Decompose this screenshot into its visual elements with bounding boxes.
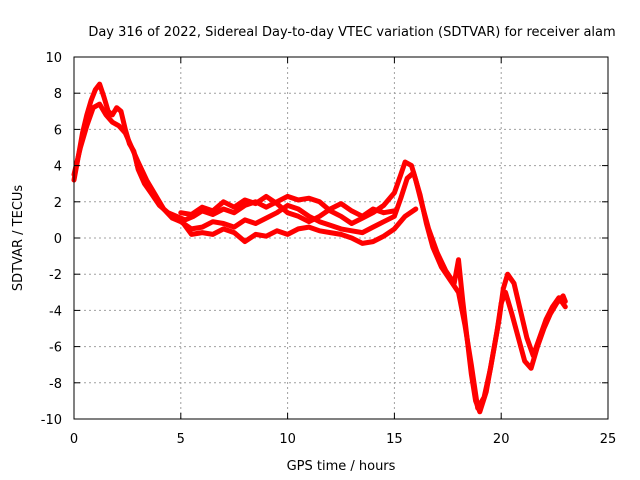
data-series <box>71 81 568 415</box>
y-tick-label: 0 <box>54 232 62 247</box>
x-tick-label: 10 <box>279 432 296 447</box>
chart-title: Day 316 of 2022, Sidereal Day-to-day VTE… <box>88 25 615 40</box>
y-tick-label: -2 <box>49 268 62 283</box>
series-trace-d <box>178 193 397 225</box>
x-tick-label: 5 <box>177 432 185 447</box>
x-tick-label: 20 <box>493 432 510 447</box>
y-tick-label: 2 <box>54 196 62 211</box>
x-tick-label: 15 <box>386 432 403 447</box>
y-tick-label: -4 <box>49 304 62 319</box>
y-tick-label: -6 <box>49 341 62 356</box>
y-tick-label: -10 <box>41 413 62 428</box>
y-tick-label: 10 <box>45 51 62 66</box>
x-axis-label: GPS time / hours <box>287 459 396 474</box>
series-trace-b <box>71 101 568 411</box>
y-axis-label: SDTVAR / TECUs <box>11 185 26 292</box>
y-tick-label: -8 <box>49 377 62 392</box>
x-axis-ticks: 0 5 10 15 20 25 <box>70 57 616 447</box>
series-trace-c <box>178 206 419 246</box>
y-tick-label: 8 <box>54 87 62 102</box>
x-tick-label: 0 <box>70 432 78 447</box>
y-tick-label: 4 <box>54 160 62 175</box>
y-tick-label: 6 <box>54 123 62 138</box>
x-tick-label: 25 <box>600 432 617 447</box>
y-axis-ticks: -10 -8 -6 -4 -2 0 2 4 6 8 10 <box>41 51 608 428</box>
